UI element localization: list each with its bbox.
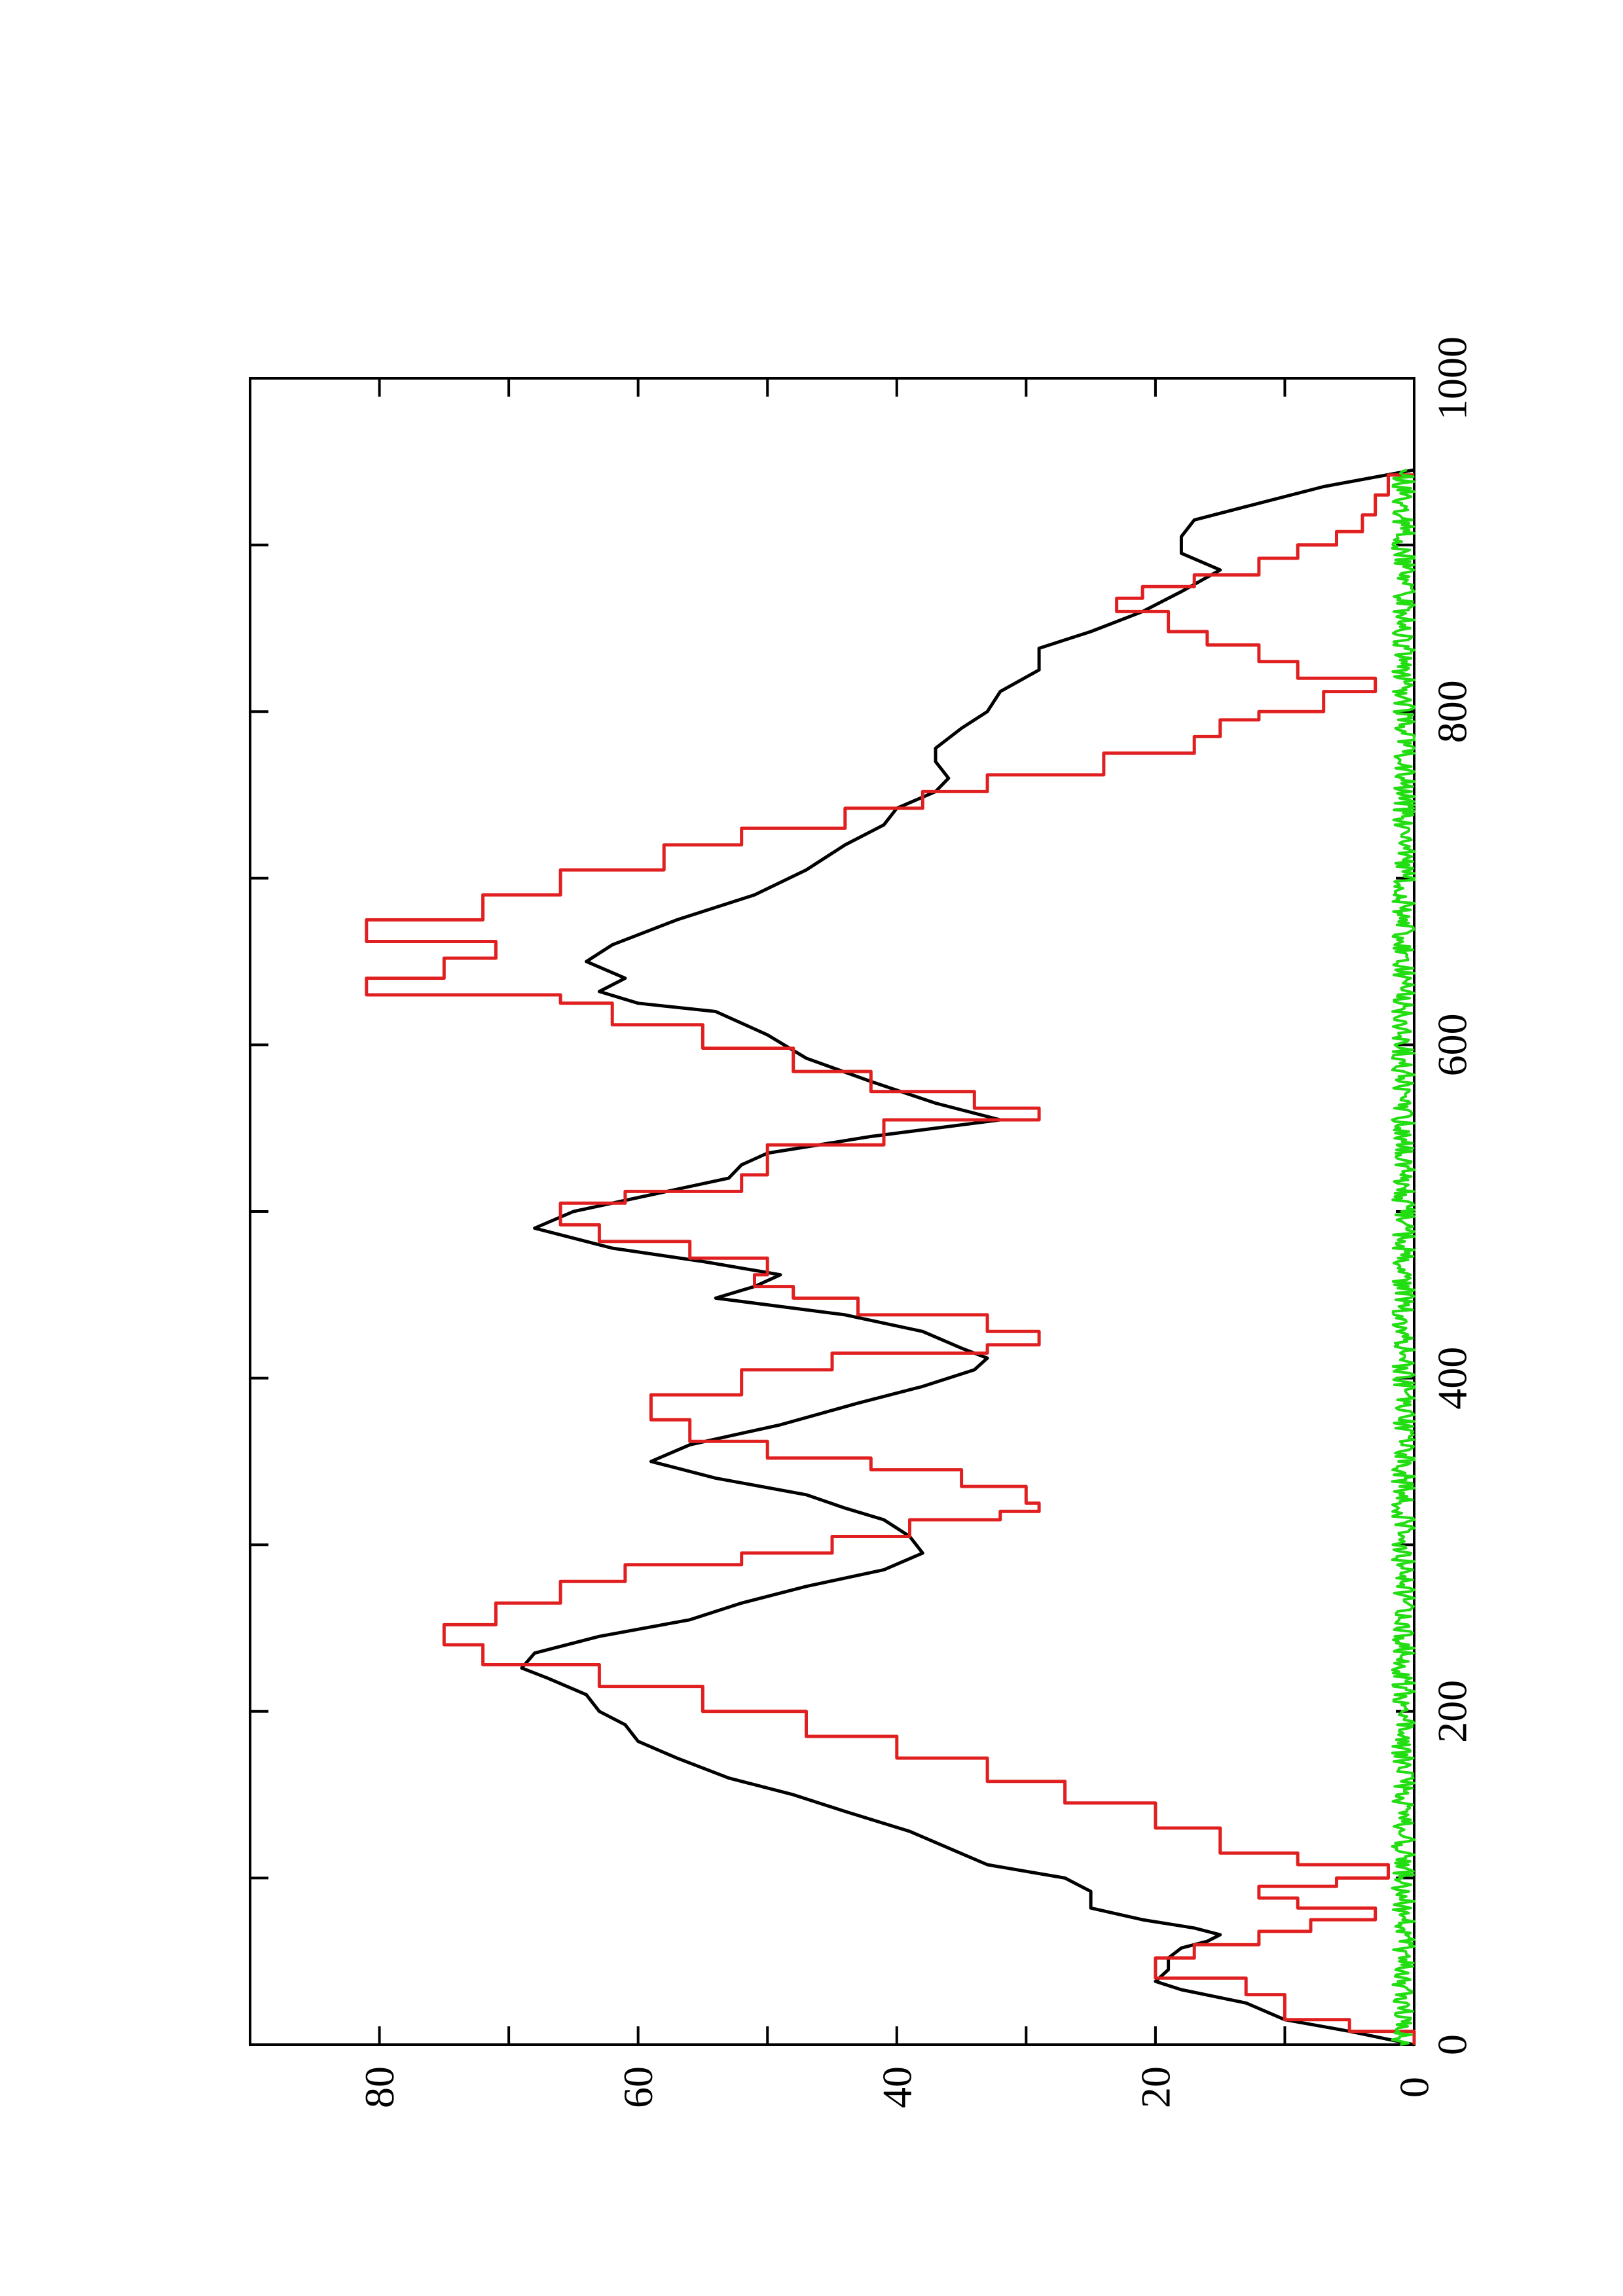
series-line-1: [365, 473, 1416, 2045]
y-tick-label: 20: [1132, 2066, 1178, 2108]
series-layer: [365, 468, 1416, 2047]
series-line-2: [1391, 469, 1415, 2046]
y-tick-label: 60: [615, 2066, 661, 2108]
plot-frame: [249, 377, 1415, 2046]
x-tick-label: 600: [1429, 1013, 1476, 1076]
y-tick-label: 0: [1391, 2077, 1438, 2098]
axis-ticks: [249, 377, 1415, 2046]
y-tick-label: 40: [873, 2066, 920, 2108]
x-tick-label: 0: [1429, 2034, 1476, 2055]
series-line-0: [520, 468, 1415, 2047]
y-tick-label: 80: [356, 2066, 403, 2108]
x-tick-label: 1000: [1429, 336, 1476, 420]
x-tick-label: 200: [1429, 1680, 1476, 1743]
x-tick-label: 400: [1429, 1347, 1476, 1410]
x-tick-label: 800: [1429, 680, 1476, 743]
tick-labels: 0 200 400 600 800 1000 0 20 40 60 80: [356, 336, 1475, 2108]
